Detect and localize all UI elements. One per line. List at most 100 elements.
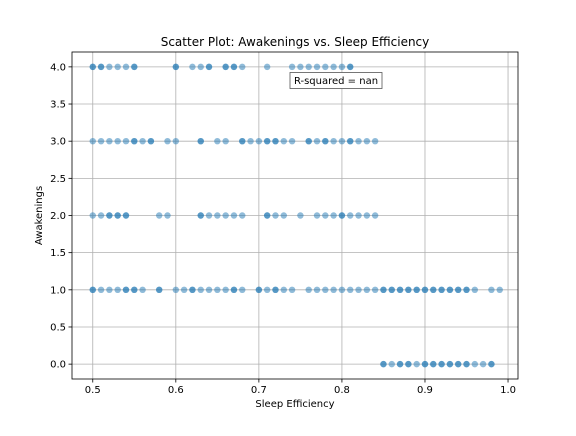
y-tick-label: 2.5 bbox=[50, 174, 66, 185]
data-point bbox=[438, 286, 445, 294]
data-point bbox=[396, 286, 404, 294]
data-point bbox=[446, 286, 454, 294]
data-point bbox=[222, 286, 229, 294]
data-point bbox=[239, 63, 246, 71]
data-point bbox=[189, 63, 196, 71]
data-point bbox=[164, 212, 171, 219]
data-point bbox=[438, 360, 445, 368]
data-point bbox=[214, 212, 221, 219]
data-point bbox=[347, 286, 354, 294]
data-point bbox=[114, 63, 121, 71]
data-point bbox=[288, 286, 296, 294]
data-point bbox=[255, 137, 263, 145]
data-point bbox=[322, 63, 329, 71]
y-tick-label: 2.0 bbox=[50, 211, 66, 222]
data-point bbox=[347, 63, 354, 71]
y-tick-label: 0.5 bbox=[50, 322, 66, 333]
data-point bbox=[396, 360, 404, 368]
data-point bbox=[272, 212, 279, 219]
data-point bbox=[230, 63, 238, 71]
data-point bbox=[197, 63, 204, 71]
data-point bbox=[189, 286, 196, 294]
data-point bbox=[156, 212, 163, 219]
data-point bbox=[114, 137, 121, 145]
data-point bbox=[363, 286, 371, 294]
data-point bbox=[239, 212, 246, 219]
data-point bbox=[479, 360, 487, 368]
data-point bbox=[455, 286, 462, 294]
x-axis-label: Sleep Efficiency bbox=[255, 399, 334, 410]
data-point bbox=[97, 137, 105, 145]
data-point bbox=[147, 137, 155, 145]
data-point bbox=[488, 286, 495, 294]
data-point bbox=[263, 63, 271, 71]
data-point bbox=[313, 137, 321, 145]
data-point bbox=[388, 360, 395, 368]
data-point bbox=[106, 286, 113, 294]
data-point bbox=[280, 137, 287, 145]
data-point bbox=[131, 63, 138, 71]
data-point bbox=[380, 286, 387, 294]
data-point bbox=[371, 212, 379, 219]
x-tick-label: 0.9 bbox=[417, 385, 433, 396]
data-point bbox=[421, 360, 429, 368]
data-point bbox=[463, 360, 470, 368]
data-point bbox=[488, 360, 495, 368]
data-point bbox=[330, 63, 337, 71]
data-point bbox=[122, 286, 130, 294]
data-point bbox=[114, 286, 121, 294]
data-point bbox=[297, 212, 304, 219]
data-point bbox=[263, 212, 271, 219]
data-point bbox=[388, 286, 395, 294]
data-point bbox=[272, 286, 279, 294]
data-point bbox=[263, 137, 271, 145]
data-point bbox=[205, 286, 213, 294]
y-tick-label: 1.5 bbox=[50, 248, 66, 259]
data-point bbox=[413, 360, 420, 368]
data-point bbox=[430, 360, 437, 368]
data-point bbox=[380, 360, 387, 368]
data-point bbox=[405, 360, 412, 368]
data-point bbox=[205, 63, 213, 71]
data-point bbox=[313, 63, 321, 71]
data-point bbox=[421, 286, 429, 294]
data-point bbox=[446, 360, 454, 368]
data-point bbox=[239, 137, 246, 145]
data-point bbox=[106, 212, 113, 219]
data-point bbox=[496, 286, 503, 294]
data-point bbox=[471, 360, 479, 368]
data-point bbox=[106, 137, 113, 145]
y-tick-label: 3.0 bbox=[50, 137, 66, 148]
data-point bbox=[413, 286, 420, 294]
annotation-text: R-squared = nan bbox=[294, 76, 378, 87]
data-point bbox=[131, 286, 138, 294]
data-point bbox=[347, 137, 354, 145]
data-point bbox=[239, 286, 246, 294]
data-point bbox=[122, 63, 130, 71]
data-point bbox=[89, 63, 96, 71]
data-point bbox=[330, 137, 337, 145]
data-point bbox=[131, 137, 138, 145]
data-point bbox=[263, 286, 271, 294]
data-point bbox=[114, 212, 121, 219]
data-point bbox=[122, 212, 130, 219]
data-point bbox=[222, 137, 229, 145]
data-point bbox=[172, 137, 180, 145]
axis-ticks: 0.5 0.6 0.7 0.8 0.9 1.0 0.0 0.5 1.0 1.5 2.0 2.5 3.0 3… bbox=[50, 62, 516, 396]
data-point bbox=[180, 286, 188, 294]
data-point bbox=[463, 286, 470, 294]
y-tick-label: 4.0 bbox=[50, 62, 66, 73]
data-point bbox=[197, 137, 204, 145]
data-point bbox=[164, 137, 171, 145]
data-point bbox=[106, 63, 113, 71]
data-point bbox=[89, 212, 96, 219]
data-point bbox=[330, 212, 337, 219]
data-point bbox=[205, 212, 213, 219]
data-point bbox=[305, 63, 312, 71]
y-axis-label: Awakenings bbox=[34, 186, 45, 245]
data-point bbox=[371, 137, 379, 145]
data-point bbox=[322, 212, 329, 219]
